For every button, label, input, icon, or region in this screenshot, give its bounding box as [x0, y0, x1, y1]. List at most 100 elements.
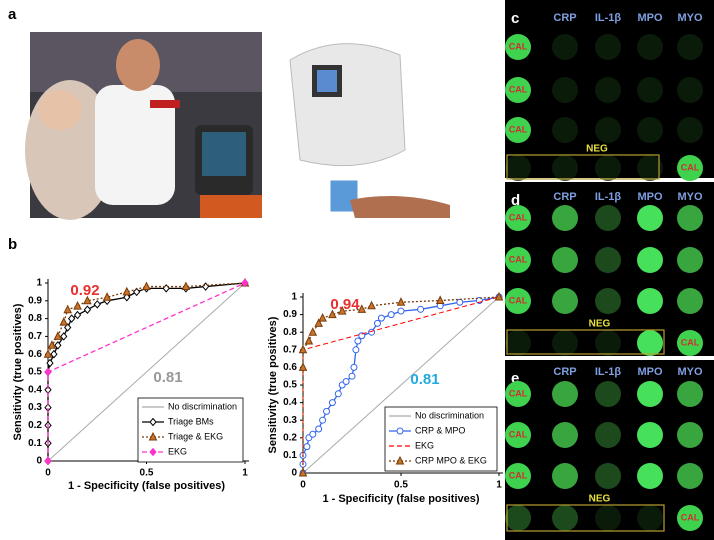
marker — [377, 314, 385, 322]
column-header: MPO — [637, 191, 663, 203]
annotation: 0.94 — [330, 296, 360, 313]
y-tick-label: 0.1 — [28, 438, 42, 449]
y-axis-label: Sensitivity (true positives) — [12, 303, 24, 440]
neg-box — [506, 329, 665, 355]
marker — [358, 332, 366, 340]
y-tick-label: 0.4 — [28, 384, 42, 395]
marker — [334, 390, 342, 398]
spot-label: CAL — [509, 84, 528, 94]
legend-label: Triage & EKG — [168, 431, 223, 441]
panel-label: b — [8, 236, 17, 253]
array-spot — [552, 77, 578, 103]
photo-device — [268, 32, 458, 218]
marker — [397, 307, 405, 315]
array-spot — [552, 505, 578, 531]
legend-label: EKG — [168, 446, 187, 456]
array-spot — [552, 381, 578, 407]
spot-label: CAL — [509, 388, 528, 398]
array-spot — [505, 330, 531, 356]
marker — [60, 332, 68, 341]
x-tick-label: 0.5 — [394, 480, 408, 491]
array-spot — [505, 77, 531, 103]
neg-box — [506, 504, 665, 532]
array-spot — [595, 505, 621, 531]
array-spot — [552, 330, 578, 356]
photo-paramedic — [25, 32, 262, 220]
column-header: MPO — [637, 12, 663, 24]
marker — [64, 323, 72, 332]
panel-label: a — [8, 6, 17, 23]
y-tick-label: 0.9 — [28, 295, 42, 306]
marker — [83, 295, 92, 305]
x-tick-label: 0.5 — [140, 468, 154, 479]
annotation: 0.81 — [410, 371, 439, 388]
array-spot — [595, 117, 621, 143]
array-spot — [637, 330, 663, 356]
marker — [368, 328, 376, 336]
marker — [303, 443, 311, 451]
array-spot — [595, 34, 621, 60]
marker — [53, 331, 63, 340]
marker — [348, 372, 356, 380]
column-header: IL-1β — [595, 12, 622, 24]
panel-label: d — [511, 192, 520, 209]
marker — [142, 281, 151, 291]
marker — [43, 349, 53, 358]
series-line — [302, 296, 500, 474]
marker — [318, 313, 327, 322]
column-header: MPO — [637, 366, 663, 378]
y-tick-label: 1 — [36, 278, 42, 289]
array-spot — [637, 505, 663, 531]
array-spot — [677, 247, 703, 273]
array-spot — [677, 117, 703, 143]
marker — [395, 455, 405, 465]
array-spot — [552, 463, 578, 489]
marker — [181, 281, 191, 291]
column-header: MYO — [677, 12, 703, 24]
array-spot — [677, 330, 703, 356]
spot-label: CAL — [681, 337, 700, 347]
marker — [337, 305, 347, 315]
marker — [309, 430, 317, 438]
marker — [44, 367, 52, 377]
array-spot — [595, 205, 621, 231]
array-spot — [637, 117, 663, 143]
y-tick-label: 0.2 — [283, 432, 297, 443]
y-axis-label: Sensitivity (true positives) — [267, 316, 279, 453]
marker — [54, 341, 62, 350]
array-spot — [637, 463, 663, 489]
legend-label: CRP MPO & EKG — [415, 455, 487, 465]
spot-label: CAL — [509, 41, 528, 51]
array-spot — [505, 422, 531, 448]
legend-label: CRP & MPO — [415, 425, 465, 435]
spot-label: CAL — [681, 512, 700, 522]
marker — [122, 286, 132, 296]
column-header: MYO — [677, 366, 703, 378]
marker — [50, 349, 58, 359]
y-tick-label: 0.6 — [283, 362, 297, 373]
legend-box — [384, 406, 498, 472]
annotation: 0.81 — [153, 369, 182, 386]
marker — [315, 425, 323, 433]
marker — [328, 399, 336, 407]
marker — [342, 377, 350, 385]
marker — [396, 297, 406, 306]
array-spot — [552, 155, 578, 181]
marker — [44, 456, 52, 466]
array-spot — [552, 205, 578, 231]
array-spot — [552, 117, 578, 143]
marker — [162, 284, 170, 293]
marker — [102, 292, 112, 301]
array-spot — [505, 155, 531, 181]
array-spot — [505, 505, 531, 531]
y-tick-label: 0.9 — [283, 309, 297, 320]
spot-label: CAL — [509, 254, 528, 264]
marker — [83, 305, 92, 314]
marker — [149, 417, 157, 427]
array-spot — [505, 205, 531, 231]
marker — [387, 311, 395, 319]
marker — [132, 287, 141, 297]
marker — [314, 318, 323, 327]
marker — [304, 335, 314, 345]
